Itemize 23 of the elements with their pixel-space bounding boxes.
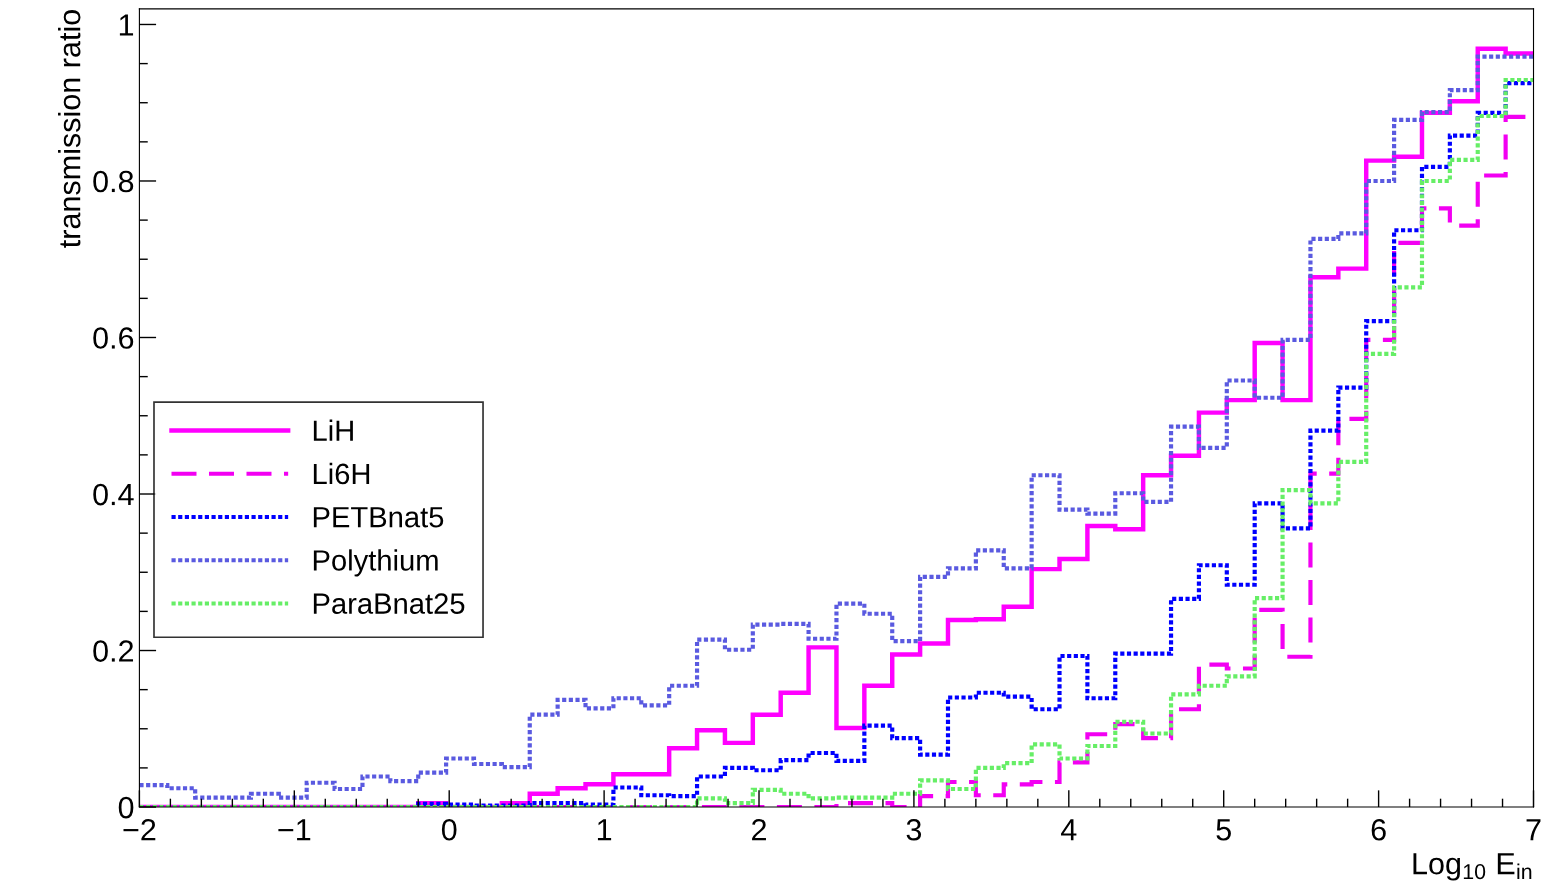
- x-tick-label: 5: [1216, 819, 1231, 841]
- legend-label: LiH: [313, 419, 353, 441]
- x-tick-label: 1: [597, 819, 612, 841]
- x-tick-label: 2: [752, 818, 766, 841]
- x-tick-label: 6: [1371, 818, 1386, 841]
- x-tick-label: 3: [906, 818, 922, 841]
- x-tick-label: 7: [1526, 819, 1541, 841]
- legend-label: ParaBnat25: [313, 593, 465, 614]
- x-tick-label: −1: [278, 819, 311, 841]
- legend-label: Li6H: [313, 462, 370, 485]
- y-tick-label: 0.4: [93, 483, 134, 506]
- legend-label: PETBnat5: [313, 507, 444, 528]
- x-tick-label: 0: [441, 818, 457, 841]
- x-tick-label: 4: [1061, 819, 1077, 841]
- y-tick-label: 0.6: [93, 327, 134, 349]
- x-axis-title: Log$_{10}$ E$_{in}$: [1413, 853, 1532, 881]
- y-axis-title: transmission ratio: [58, 10, 81, 248]
- y-tick-label: 0.8: [93, 170, 134, 193]
- x-tick-label: −2: [123, 818, 156, 841]
- legend-label: Polythium: [313, 549, 438, 577]
- y-tick-label: 1: [119, 14, 134, 36]
- y-tick-label: 0.2: [93, 640, 134, 662]
- y-tick-label: 0: [118, 796, 134, 819]
